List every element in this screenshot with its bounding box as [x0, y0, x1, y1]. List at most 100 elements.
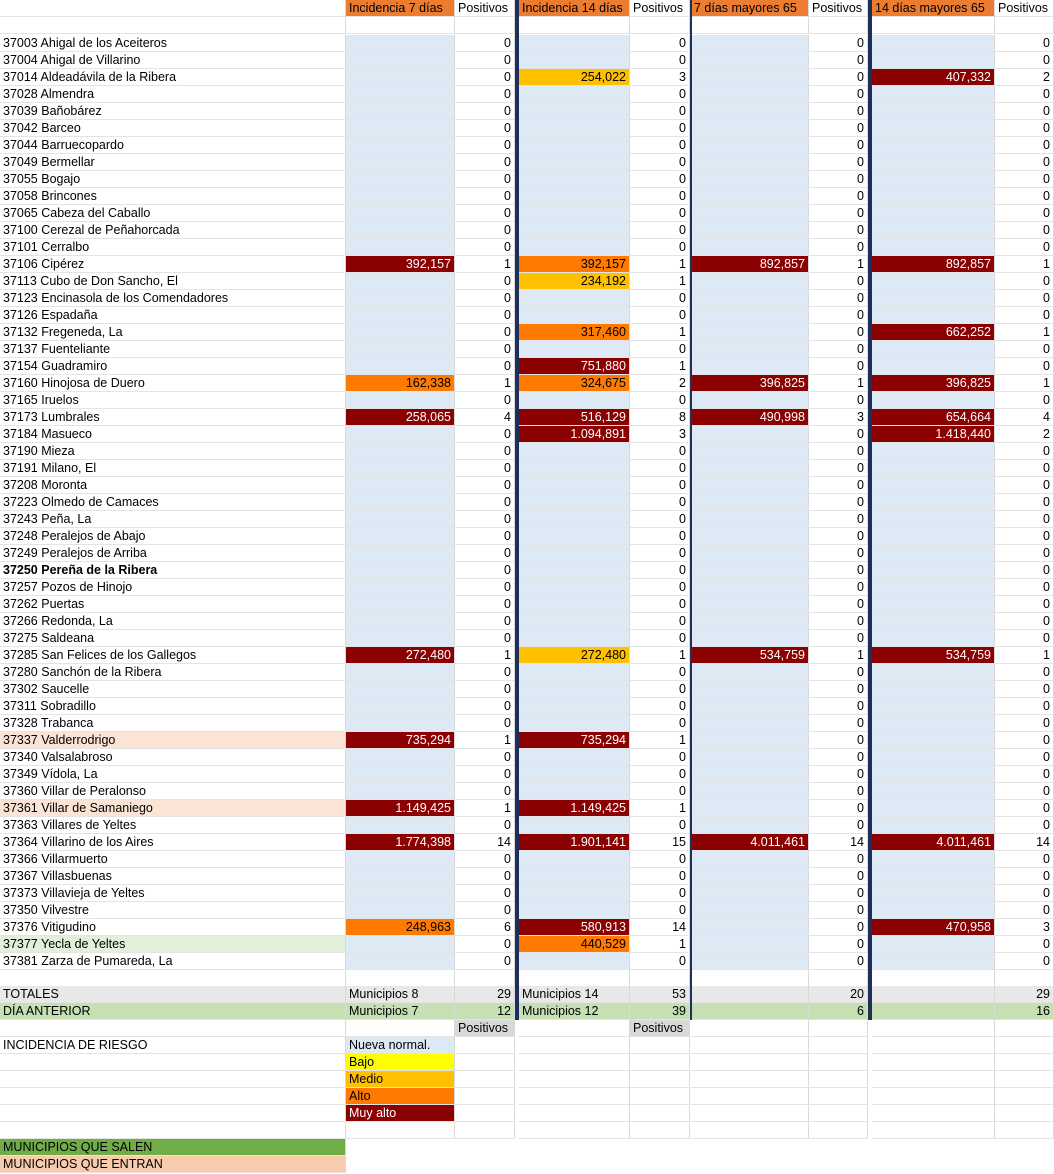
- municipio-name[interactable]: 37014 Aldeadávila de la Ribera: [0, 69, 346, 86]
- incidencia-14-cell[interactable]: [519, 902, 630, 919]
- positivos-14-cell[interactable]: 0: [630, 698, 690, 715]
- incidencia-7-mayores-cell[interactable]: [691, 392, 809, 409]
- positivos-7-mayores-cell[interactable]: 0: [809, 664, 868, 681]
- positivos-7-mayores-cell[interactable]: 0: [809, 851, 868, 868]
- positivos-14-cell[interactable]: 0: [630, 477, 690, 494]
- positivos-14-mayores-cell[interactable]: 0: [995, 307, 1054, 324]
- incidencia-7-cell[interactable]: 258,065: [346, 409, 455, 426]
- incidencia-14-mayores-cell[interactable]: [872, 460, 995, 477]
- positivos-7-mayores-cell[interactable]: 0: [809, 528, 868, 545]
- positivos-7-mayores-cell[interactable]: 0: [809, 868, 868, 885]
- municipio-name[interactable]: 37101 Cerralbo: [0, 239, 346, 256]
- positivos-7-cell[interactable]: 0: [455, 545, 515, 562]
- positivos-14-cell[interactable]: 0: [630, 766, 690, 783]
- cell[interactable]: [455, 17, 515, 34]
- incidencia-7-cell[interactable]: 248,963: [346, 919, 455, 936]
- cell[interactable]: [630, 970, 690, 987]
- positivos-14-mayores-cell[interactable]: 0: [995, 902, 1054, 919]
- incidencia-14-mayores-cell[interactable]: 662,252: [872, 324, 995, 341]
- incidencia-14-cell[interactable]: 580,913: [519, 919, 630, 936]
- positivos-7-cell[interactable]: 0: [455, 817, 515, 834]
- risk-level-swatch[interactable]: Medio: [346, 1071, 455, 1088]
- positivos-14-cell[interactable]: 0: [630, 103, 690, 120]
- incidencia-14-mayores-cell[interactable]: [872, 715, 995, 732]
- incidencia-7-mayores-cell[interactable]: 4.011,461: [691, 834, 809, 851]
- municipio-name[interactable]: 37275 Saldeana: [0, 630, 346, 647]
- incidencia-14-mayores-cell[interactable]: [872, 749, 995, 766]
- incidencia-14-cell[interactable]: [519, 817, 630, 834]
- previous-label[interactable]: DÍA ANTERIOR: [0, 1003, 346, 1020]
- incidencia-7-cell[interactable]: [346, 528, 455, 545]
- header-14-mayores-65[interactable]: 14 días mayores 65: [872, 0, 995, 17]
- positivos-7-cell[interactable]: 0: [455, 715, 515, 732]
- positivos-7-cell[interactable]: 0: [455, 664, 515, 681]
- totals-positivos-7-mayores[interactable]: 20: [809, 986, 868, 1003]
- cell[interactable]: [455, 1071, 515, 1088]
- incidencia-7-cell[interactable]: [346, 205, 455, 222]
- cell[interactable]: [809, 17, 868, 34]
- incidencia-14-cell[interactable]: [519, 715, 630, 732]
- incidencia-14-cell[interactable]: [519, 120, 630, 137]
- positivos-14-mayores-cell[interactable]: 0: [995, 154, 1054, 171]
- positivos-7-mayores-cell[interactable]: 0: [809, 103, 868, 120]
- municipio-name[interactable]: 37364 Villarino de los Aires: [0, 834, 346, 851]
- positivos-14-mayores-cell[interactable]: 0: [995, 613, 1054, 630]
- incidencia-14-cell[interactable]: 254,022: [519, 69, 630, 86]
- incidencia-14-mayores-cell[interactable]: [872, 392, 995, 409]
- positivos-14-cell[interactable]: 1: [630, 256, 690, 273]
- positivos-7-cell[interactable]: 0: [455, 52, 515, 69]
- positivos-14-cell[interactable]: 0: [630, 154, 690, 171]
- incidencia-7-mayores-cell[interactable]: [691, 120, 809, 137]
- incidencia-7-cell[interactable]: [346, 324, 455, 341]
- positivos-7-mayores-cell[interactable]: 3: [809, 409, 868, 426]
- positivos-14-mayores-cell[interactable]: 0: [995, 86, 1054, 103]
- positivos-14-mayores-cell[interactable]: 0: [995, 392, 1054, 409]
- positivos-14-mayores-cell[interactable]: 0: [995, 681, 1054, 698]
- cell[interactable]: [691, 1122, 809, 1139]
- incidencia-7-mayores-cell[interactable]: [691, 732, 809, 749]
- municipio-name[interactable]: 37266 Redonda, La: [0, 613, 346, 630]
- incidencia-7-mayores-cell[interactable]: [691, 579, 809, 596]
- positivos-7-mayores-cell[interactable]: 0: [809, 358, 868, 375]
- totals-label[interactable]: TOTALES: [0, 986, 346, 1003]
- cell[interactable]: [872, 1003, 995, 1020]
- cell[interactable]: [691, 1037, 809, 1054]
- incidencia-14-cell[interactable]: 324,675: [519, 375, 630, 392]
- positivos-7-mayores-cell[interactable]: 0: [809, 290, 868, 307]
- previous-municipios-14[interactable]: Municipios 12: [519, 1003, 630, 1020]
- incidencia-7-cell[interactable]: [346, 596, 455, 613]
- positivos-7-mayores-cell[interactable]: 0: [809, 545, 868, 562]
- positivos-14-mayores-cell[interactable]: 0: [995, 273, 1054, 290]
- positivos-7-cell[interactable]: 0: [455, 154, 515, 171]
- incidencia-14-cell[interactable]: [519, 766, 630, 783]
- positivos-7-mayores-cell[interactable]: 0: [809, 494, 868, 511]
- positivos-14-cell[interactable]: 0: [630, 35, 690, 52]
- incidencia-14-mayores-cell[interactable]: [872, 103, 995, 120]
- positivos-14-cell[interactable]: 0: [630, 749, 690, 766]
- positivos-14-mayores-cell[interactable]: 0: [995, 171, 1054, 188]
- positivos-14-cell[interactable]: 0: [630, 341, 690, 358]
- incidencia-7-mayores-cell[interactable]: [691, 324, 809, 341]
- incidencia-7-cell[interactable]: [346, 341, 455, 358]
- incidencia-7-cell[interactable]: [346, 392, 455, 409]
- cell[interactable]: [809, 1054, 868, 1071]
- incidencia-14-cell[interactable]: [519, 188, 630, 205]
- cell[interactable]: [346, 1020, 455, 1037]
- positivos-14-mayores-cell[interactable]: 0: [995, 885, 1054, 902]
- incidencia-14-cell[interactable]: [519, 239, 630, 256]
- positivos-14-mayores-cell[interactable]: 0: [995, 205, 1054, 222]
- incidencia-7-mayores-cell[interactable]: [691, 358, 809, 375]
- incidencia-14-cell[interactable]: [519, 681, 630, 698]
- cell[interactable]: [519, 1088, 630, 1105]
- positivos-7-mayores-cell[interactable]: 0: [809, 732, 868, 749]
- positivos-14-cell[interactable]: 0: [630, 817, 690, 834]
- positivos-14-mayores-cell[interactable]: 0: [995, 698, 1054, 715]
- incidencia-7-mayores-cell[interactable]: [691, 154, 809, 171]
- positivos-7-cell[interactable]: 0: [455, 698, 515, 715]
- positivos-7-mayores-cell[interactable]: 1: [809, 375, 868, 392]
- incidencia-7-mayores-cell[interactable]: [691, 885, 809, 902]
- positivos-7-cell[interactable]: 0: [455, 494, 515, 511]
- incidencia-7-mayores-cell[interactable]: [691, 205, 809, 222]
- incidencia-7-mayores-cell[interactable]: [691, 35, 809, 52]
- positivos-14-cell[interactable]: 1: [630, 936, 690, 953]
